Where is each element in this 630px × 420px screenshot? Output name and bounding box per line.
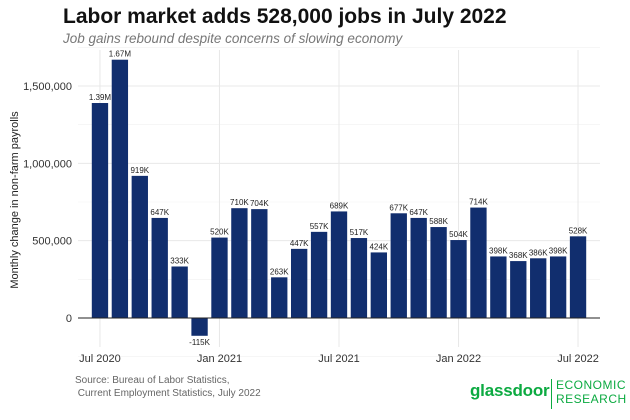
y-axis-label: Monthly change in non-farm payrolls (9, 111, 21, 289)
bar (549, 256, 567, 318)
data-label: 677K (389, 203, 408, 212)
bar (251, 209, 268, 318)
bar (530, 258, 547, 318)
bar (410, 217, 427, 318)
bar (470, 207, 487, 318)
x-tick-label: Jul 2022 (557, 353, 599, 365)
data-label: 528K (569, 226, 588, 235)
data-label: 714K (469, 198, 488, 207)
logo-brand-text: glassdoor (470, 381, 550, 400)
data-label: 424K (369, 242, 388, 251)
logo-divider (551, 379, 552, 409)
bars-layer (91, 59, 587, 336)
bar (569, 236, 587, 318)
data-label: 647K (409, 208, 428, 217)
bar (91, 103, 109, 318)
data-label: 557K (310, 222, 329, 231)
logo-line-1: ECONOMIC (556, 378, 626, 392)
data-label: 517K (350, 228, 369, 237)
bar (111, 59, 129, 318)
data-label: 386K (529, 248, 548, 257)
bar (310, 231, 328, 318)
bar (271, 277, 288, 318)
data-label: 704K (250, 199, 269, 208)
data-label: 689K (330, 201, 349, 210)
data-label: 1.39M (89, 93, 112, 102)
data-label: 588K (429, 217, 448, 226)
chart-subtitle: Job gains rebound despite concerns of sl… (63, 31, 403, 46)
x-tick-label: Jul 2020 (79, 353, 121, 365)
y-tick-label: 1,000,000 (23, 158, 72, 170)
bar (510, 261, 527, 318)
bar (430, 227, 447, 318)
bar (370, 252, 388, 318)
data-label: -115K (189, 338, 210, 347)
data-label: 447K (290, 239, 309, 248)
data-label: 919K (130, 166, 149, 175)
bar (290, 248, 308, 318)
logo-line-2: RESEARCH (556, 392, 627, 406)
y-tick-label: 1,500,000 (23, 81, 72, 93)
data-label: 520K (210, 228, 229, 237)
bar (171, 266, 188, 318)
logo-economic-research: ECONOMIC RESEARCH (556, 378, 627, 406)
data-label: 333K (170, 256, 189, 265)
data-label: 398K (489, 246, 508, 255)
axis-layer: 0 500,000 1,000,000 1,500,000 Jul 2020 Jan 20… (23, 81, 600, 365)
y-tick-label: 0 (66, 313, 72, 325)
chart-title: Labor market adds 528,000 jobs in July 2… (63, 5, 507, 28)
source-line-1: Source: Bureau of Labor Statistics, (75, 375, 230, 386)
bar (390, 213, 407, 318)
bar (450, 240, 467, 318)
source-line-2: Current Employment Statistics, July 2022 (75, 388, 261, 399)
bar (490, 256, 507, 318)
source-note: Source: Bureau of Labor Statistics, Curr… (75, 374, 261, 400)
y-tick-label: 500,000 (32, 236, 72, 248)
bar (231, 208, 248, 318)
x-tick-label: Jan 2022 (436, 353, 481, 365)
x-tick-label: Jul 2021 (318, 353, 360, 365)
data-label: 647K (150, 208, 169, 217)
bar (211, 237, 228, 318)
data-label: 710K (230, 198, 249, 207)
bar (131, 175, 148, 318)
data-label: 504K (449, 230, 468, 239)
bar (350, 238, 368, 318)
data-label: 1.67M (109, 50, 132, 59)
bar (191, 318, 208, 336)
bar (330, 211, 348, 318)
data-label: 398K (549, 246, 568, 255)
x-tick-label: Jan 2021 (197, 353, 242, 365)
data-label: 368K (509, 251, 528, 260)
data-label: 263K (270, 267, 289, 276)
data-labels-layer: 1.39M 1.67M 919K 647K 333K -115K 520K 710K 704K 2… (89, 50, 588, 347)
bar (151, 217, 168, 318)
